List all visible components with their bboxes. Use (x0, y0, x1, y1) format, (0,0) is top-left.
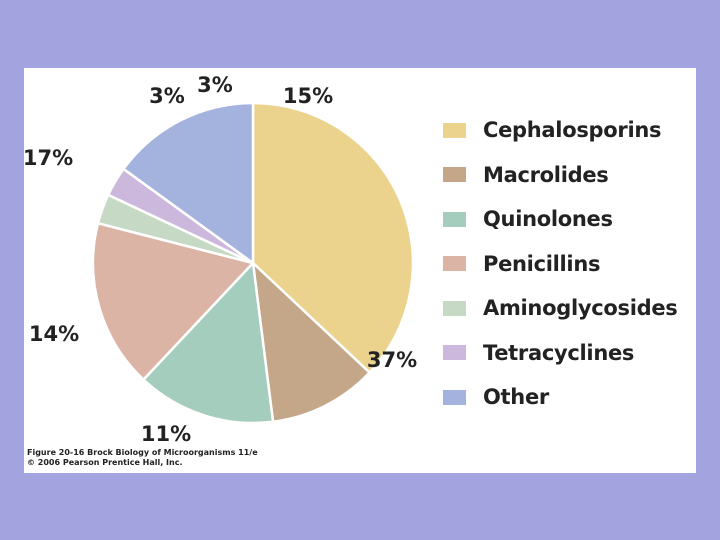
pie-slice-cephalosporins (251, 101, 415, 374)
legend-label: Penicillins (483, 251, 601, 276)
slice-label-macrolides: 11% (140, 422, 192, 446)
legend-label: Aminoglycosides (483, 296, 678, 321)
legend-label: Other (483, 385, 549, 410)
legend-swatch (443, 389, 466, 405)
slice-label-quinolones: 14% (28, 322, 80, 346)
slice-label-tetracyclines: 3% (197, 73, 233, 97)
legend-item-quinolones: Quinolones (443, 197, 677, 242)
legend-label: Tetracyclines (483, 340, 635, 365)
legend-label: Quinolones (483, 207, 613, 232)
figure-credit: Figure 20-16 Brock Biology of Microorgan… (27, 448, 258, 468)
legend-swatch (443, 256, 466, 272)
legend-item-other: Other (443, 375, 677, 420)
slice-label-penicillins: 17% (22, 146, 74, 170)
legend: Cephalosporins Macrolides Quinolones Penici… (443, 108, 678, 420)
slice-label-cephalosporins: 37% (366, 348, 418, 372)
legend-swatch (443, 345, 466, 361)
legend-swatch (443, 300, 466, 316)
legend-item-cephalosporins: Cephalosporins (443, 108, 677, 153)
legend-swatch (443, 122, 466, 138)
legend-swatch (443, 167, 466, 183)
credit-line-1: Figure 20-16 Brock Biology of Microorgan… (27, 448, 258, 457)
pie-chart (91, 101, 415, 425)
legend-swatch (443, 211, 466, 227)
figure-panel: 37% 11% 14% 17% 3% 3% 15% Cephalosporins Macrol… (22, 68, 696, 473)
legend-label: Cephalosporins (483, 118, 662, 143)
credit-line-2: © 2006 Pearson Prentice Hall, Inc. (27, 458, 183, 467)
legend-item-aminoglycosides: Aminoglycosides (443, 286, 678, 331)
legend-item-penicillins: Penicillins (443, 242, 677, 287)
pie-slice-macrolides (251, 261, 371, 423)
slice-label-aminoglycosides: 3% (149, 84, 185, 108)
legend-item-tetracyclines: Tetracyclines (443, 331, 677, 376)
pie-slice-quinolones (142, 261, 275, 425)
pie-slice-penicillins (91, 221, 255, 381)
pie-slice-other (122, 101, 255, 265)
legend-label: Macrolides (483, 162, 609, 187)
legend-item-macrolides: Macrolides (443, 153, 677, 198)
slice-label-other: 15% (282, 84, 334, 108)
